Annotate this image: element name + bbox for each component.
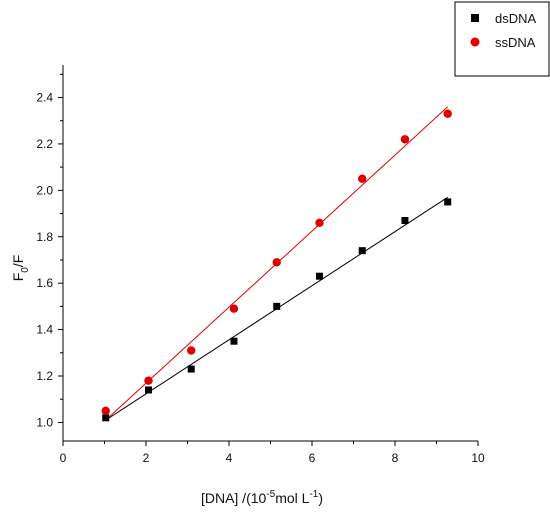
x-tick-label: 2 (143, 451, 150, 465)
x-ticks: 0 2 4 6 8 10 (60, 441, 485, 465)
y-tick-label: 2.4 (36, 90, 53, 104)
y-tick-label: 2.2 (36, 137, 53, 151)
y-ticks: 1.0 1.2 1.4 1.6 1.8 2.0 2.2 2.4 (36, 73, 63, 429)
dsdna-point (315, 272, 323, 280)
x-tick-label: 10 (471, 451, 485, 465)
x-tick-label: 0 (60, 451, 67, 465)
dsdna-point (358, 247, 366, 255)
ssdna-point (443, 109, 452, 118)
ssdna-point (400, 135, 410, 144)
x-tick-label: 8 (392, 451, 399, 465)
legend-ssdna-marker (470, 37, 480, 47)
ssdna-point (101, 406, 110, 416)
ssdna-point (229, 304, 239, 313)
legend: dsDNA ssDNA (454, 1, 550, 77)
plot-frame (62, 65, 478, 442)
legend-ssdna-label: ssDNA (495, 35, 536, 50)
legend-dsdna-marker (471, 14, 479, 22)
dsdna-point (144, 386, 152, 394)
legend-dsdna-label: dsDNA (495, 11, 537, 26)
dsdna-point (444, 198, 452, 206)
ssdna-point (144, 376, 153, 385)
y-tick-label: 1.0 (36, 415, 53, 429)
dsdna-point (187, 365, 195, 373)
y-tick-label: 1.8 (36, 230, 53, 244)
y-tick-label: 1.4 (36, 323, 53, 337)
data-markers (101, 109, 452, 422)
x-tick-label: 4 (226, 451, 233, 465)
dsdna-point (401, 217, 409, 225)
y-axis-title: F0/F (10, 255, 31, 282)
ssdna-point (187, 346, 196, 355)
x-axis-title: [DNA] /(10-5mol L-1) (201, 489, 323, 506)
legend-box (454, 1, 550, 77)
ssdna-point (272, 258, 281, 267)
y-tick-label: 2.0 (36, 183, 53, 197)
y-tick-label: 1.6 (36, 276, 53, 290)
dsdna-point (273, 302, 281, 310)
ssdna-point (315, 218, 324, 228)
dsdna-point (102, 414, 110, 422)
x-tick-label: 6 (309, 451, 316, 465)
dsdna-point (230, 337, 238, 345)
ssdna-point (358, 174, 367, 183)
y-tick-label: 1.2 (36, 369, 53, 383)
